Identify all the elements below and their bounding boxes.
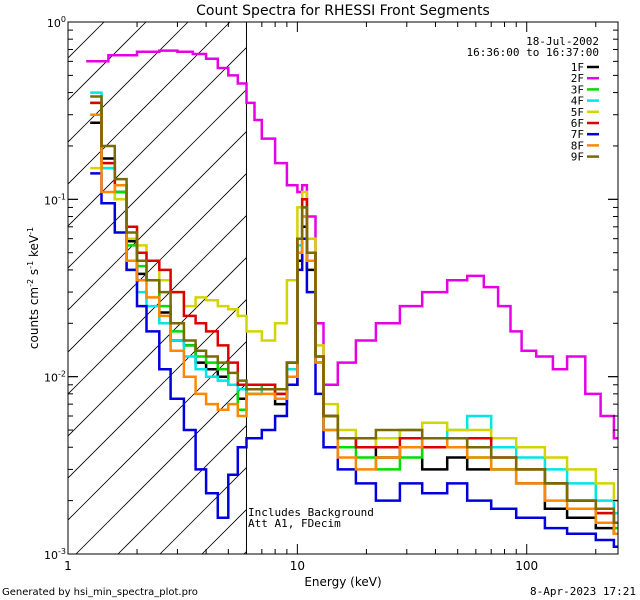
series-7f-line [90, 172, 618, 548]
hatch-line [0, 0, 84, 600]
legend-label-8f: 8F [571, 139, 584, 152]
y-tick-labels: 10-3 10-2 10-1 100 [44, 15, 66, 562]
y-tick-label: 10-3 [44, 547, 66, 562]
hatch-line [68, 22, 105, 59]
footer-timestamp: 8-Apr-2023 17:21 [530, 585, 636, 598]
chart-title: Count Spectra for RHESSI Front Segments [196, 3, 490, 19]
hatch-line [68, 22, 231, 185]
y-tick-label: 10-1 [44, 192, 66, 207]
legend-date: 18-Jul-2002 [526, 35, 599, 48]
y-axis-label: counts cm-2 s-1 keV-1 [26, 227, 41, 349]
annotation-background: Includes Background [248, 506, 374, 519]
legend-label-1f: 1F [571, 61, 584, 74]
hatch-line [68, 214, 247, 395]
x-tick-label: 1 [64, 559, 72, 573]
hatch-line [68, 46, 247, 227]
legend-label-6f: 6F [571, 117, 584, 130]
x-tick-label: 10 [290, 559, 305, 573]
hatch-line [68, 340, 247, 521]
legend-time-range: 16:36:00 to 16:37:00 [467, 46, 599, 59]
x-tick-labels: 1 10 100 [64, 559, 538, 573]
hatch-line [408, 0, 640, 600]
series-2f-line [86, 49, 618, 440]
x-axis-label: Energy (keV) [304, 575, 381, 589]
hatch-line [159, 466, 247, 554]
series-group [86, 49, 618, 548]
plot-frame [67, 21, 619, 555]
hatch-line [117, 424, 247, 554]
series-9f-line [90, 95, 618, 525]
hatch-line [68, 88, 247, 269]
y-tick-label: 100 [47, 15, 66, 30]
legend-label-2f: 2F [571, 72, 584, 85]
legend-label-5f: 5F [571, 106, 584, 119]
hatch-line [68, 130, 247, 311]
hatch-line [576, 0, 640, 600]
x-tick-label: 100 [515, 559, 538, 573]
hatch-line [450, 0, 640, 600]
footer-generated-by: Generated by hsi_min_spectra_plot.pro [2, 587, 198, 598]
legend: 18-Jul-2002 16:36:00 to 16:37:00 1F2F3F4… [467, 35, 599, 164]
legend-label-3f: 3F [571, 83, 584, 96]
hatch-line [68, 172, 247, 353]
annotation-attenuator: Att A1, FDecim [248, 517, 341, 530]
hatch-line [618, 0, 640, 600]
axis-ticks [67, 21, 618, 555]
hatch-line [68, 256, 247, 437]
y-tick-label: 10-2 [44, 370, 66, 385]
hatch-line [68, 22, 189, 143]
legend-label-9f: 9F [571, 151, 584, 164]
legend-label-4f: 4F [571, 95, 584, 108]
hatch-line [68, 22, 147, 101]
legend-label-7f: 7F [571, 128, 584, 141]
hatch-line [75, 382, 247, 554]
